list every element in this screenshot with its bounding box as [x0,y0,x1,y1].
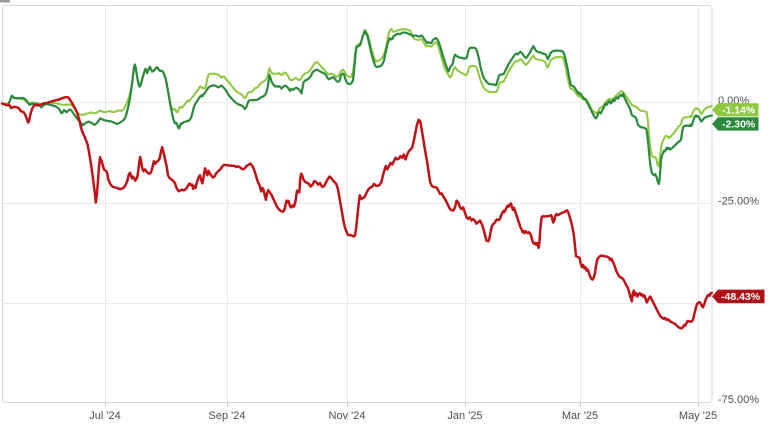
svg-text:-2.30%: -2.30% [722,119,756,131]
svg-text:-25.00%: -25.00% [718,196,759,208]
svg-text:Nov '24: Nov '24 [329,410,366,422]
svg-text:-48.43%: -48.43% [721,291,761,303]
svg-text:May '25: May '25 [679,410,717,422]
svg-text:-1.14%: -1.14% [722,105,756,117]
svg-text:-75.00%: -75.00% [718,394,759,406]
svg-text:Jan '25: Jan '25 [447,410,482,422]
svg-text:Jul '24: Jul '24 [89,410,120,422]
svg-text:Sep '24: Sep '24 [209,410,246,422]
svg-text:Mar '25: Mar '25 [562,410,598,422]
